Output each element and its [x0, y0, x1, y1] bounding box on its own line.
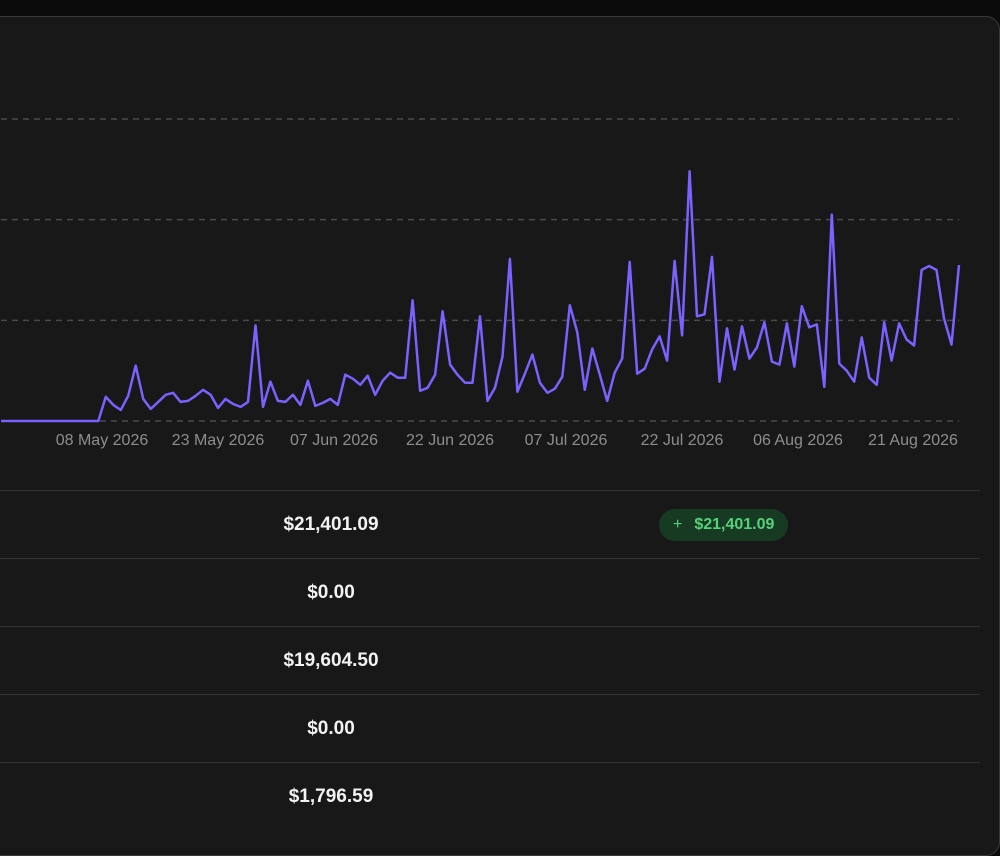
row-value: $0.00 [307, 718, 355, 739]
plus-icon: + [673, 516, 683, 533]
x-tick-label: 06 Aug 2026 [753, 432, 843, 449]
table-row: $0.00 [0, 694, 980, 762]
x-tick-label: 22 Jun 2026 [406, 432, 494, 449]
x-tick-label: 07 Jun 2026 [290, 432, 378, 449]
row-value: $19,604.50 [283, 650, 379, 671]
x-tick-label: 21 Aug 2026 [868, 432, 958, 449]
row-value: $21,401.09 [283, 514, 379, 535]
x-tick-label: 22 Jul 2026 [641, 432, 724, 449]
table-row: $0.00 [0, 558, 980, 626]
table-row: $21,401.09 + $21,401.09 [0, 490, 980, 558]
table-row: $19,604.50 [0, 626, 980, 694]
x-tick-label: 08 May 2026 [56, 432, 149, 449]
series-line [1, 170, 961, 423]
x-tick-label: 23 May 2026 [172, 432, 265, 449]
change-badge: + $21,401.09 [659, 509, 789, 541]
summary-table: $21,401.09 + $21,401.09 $0.00 $19,604.50… [0, 490, 981, 830]
badge-amount: $21,401.09 [694, 516, 775, 533]
row-value: $1,796.59 [288, 786, 374, 807]
x-tick-label: 07 Jul 2026 [525, 432, 608, 449]
row-value: $0.00 [307, 582, 355, 603]
table-row: $1,796.59 [0, 762, 980, 830]
